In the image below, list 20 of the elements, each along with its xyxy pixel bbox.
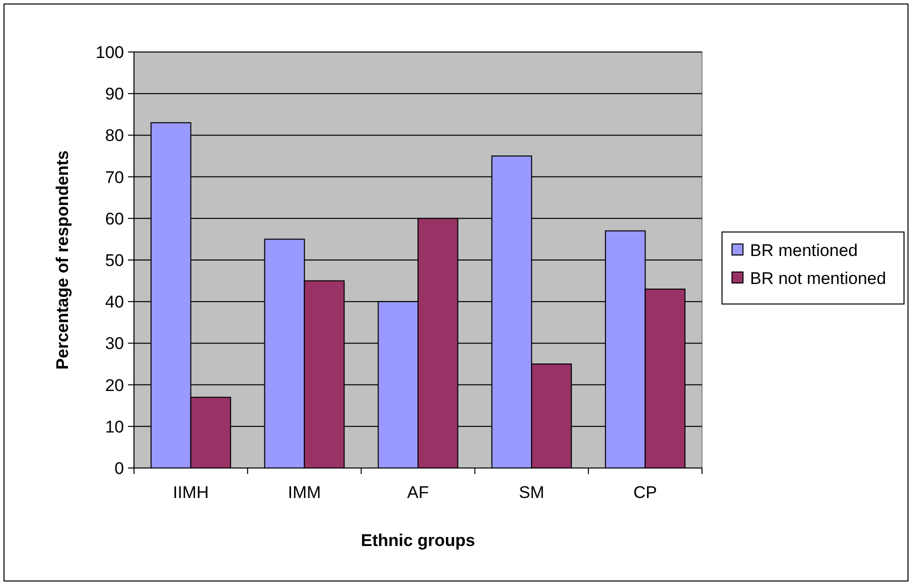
x-axis-title: Ethnic groups	[360, 531, 476, 550]
x-tick-label: SM	[518, 483, 544, 502]
legend-label: BR mentioned	[750, 240, 858, 260]
x-tick-label: AF	[407, 483, 429, 502]
x-tick-label: IMM	[288, 483, 321, 502]
y-tick-label: 90	[105, 84, 124, 104]
y-tick-label: 50	[105, 250, 124, 270]
y-tick-label: 10	[105, 417, 124, 436]
y-tick-label: 60	[105, 209, 124, 228]
legend-label: BR not mentioned	[750, 268, 886, 288]
y-tick-label: 0	[114, 458, 124, 478]
y-tick-label: 40	[105, 292, 124, 312]
y-tick-label: 70	[105, 168, 124, 187]
y-tick-label: 100	[96, 42, 124, 62]
y-tick-label: 20	[105, 376, 124, 395]
y-tick-label: 30	[105, 334, 124, 354]
x-tick-label: IIMH	[172, 483, 209, 502]
x-tick-label: CP	[633, 483, 658, 502]
y-axis-title: Percentage of respondents	[53, 150, 72, 370]
y-tick-label: 80	[105, 126, 124, 146]
